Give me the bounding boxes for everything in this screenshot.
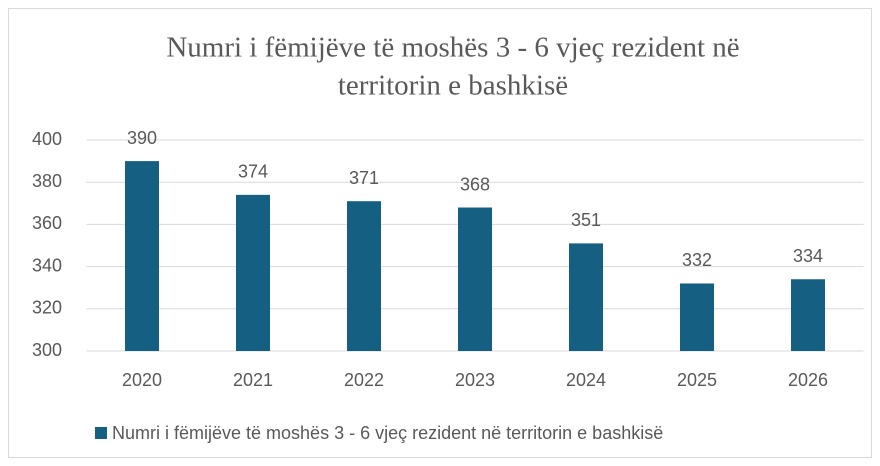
bar — [458, 207, 492, 351]
x-tick-label: 2022 — [344, 370, 384, 390]
x-tick-label: 2021 — [233, 370, 273, 390]
x-tick-label: 2025 — [677, 370, 717, 390]
x-tick-label: 2024 — [566, 370, 606, 390]
data-label: 374 — [238, 162, 268, 182]
x-tick-label: 2023 — [455, 370, 495, 390]
data-label: 390 — [127, 128, 157, 148]
data-label: 351 — [571, 210, 601, 230]
chart-title: territorin e bashkisë — [338, 70, 568, 102]
data-label: 371 — [349, 168, 379, 188]
data-label: 332 — [682, 250, 712, 270]
legend-label: Numri i fëmijëve të moshës 3 - 6 vjeç re… — [112, 423, 663, 443]
y-tick-label: 400 — [32, 129, 62, 149]
bar — [125, 161, 159, 351]
data-label: 368 — [460, 174, 490, 194]
y-tick-label: 340 — [32, 255, 62, 275]
x-tick-label: 2026 — [788, 370, 828, 390]
bar — [347, 201, 381, 351]
y-tick-label: 360 — [32, 213, 62, 233]
y-tick-label: 380 — [32, 171, 62, 191]
data-label: 334 — [793, 246, 823, 266]
bar — [680, 283, 714, 351]
bar — [236, 194, 270, 351]
legend-swatch — [95, 427, 107, 439]
bar — [569, 243, 603, 351]
y-tick-label: 320 — [32, 298, 62, 318]
x-tick-label: 2020 — [122, 370, 162, 390]
y-tick-label: 300 — [32, 340, 62, 360]
chart-title: Numri i fëmijëve të moshës 3 - 6 vjeç re… — [166, 32, 739, 64]
bar — [791, 279, 825, 351]
